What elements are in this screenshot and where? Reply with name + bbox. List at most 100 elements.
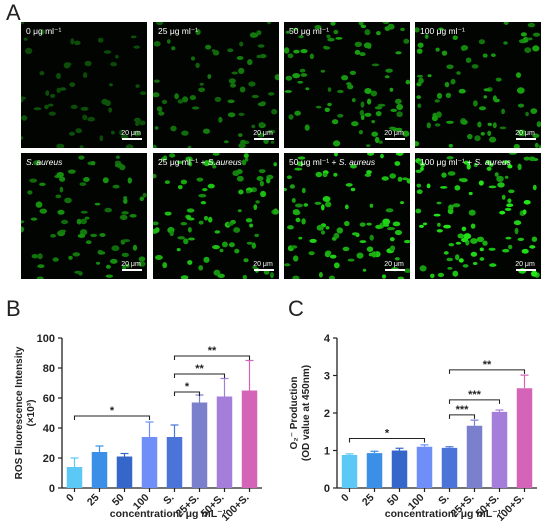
cell xyxy=(256,176,264,181)
cell xyxy=(334,153,338,157)
cell xyxy=(212,153,220,156)
cell xyxy=(253,204,258,210)
cell xyxy=(366,246,374,252)
cell xyxy=(187,260,193,265)
o2-sig-bracket xyxy=(348,437,426,443)
ros-bar-3 xyxy=(116,456,133,488)
cell xyxy=(236,56,244,60)
cell xyxy=(367,98,372,105)
cell xyxy=(284,47,290,54)
cell xyxy=(460,119,468,125)
cell xyxy=(267,129,276,134)
cell xyxy=(139,120,146,126)
scale-bar xyxy=(516,138,536,140)
o2-bar-3 xyxy=(391,450,408,488)
cell xyxy=(517,163,522,170)
cell xyxy=(227,112,236,118)
cell xyxy=(371,251,377,258)
cell xyxy=(374,136,380,144)
cell xyxy=(455,241,462,245)
micrograph-label-text: 0 μg ml⁻¹ xyxy=(26,26,62,36)
cell xyxy=(396,111,403,118)
cell xyxy=(436,229,443,233)
cell xyxy=(293,49,300,54)
cell xyxy=(501,194,506,200)
cell xyxy=(424,34,429,39)
cell xyxy=(504,175,509,179)
cell xyxy=(434,123,441,127)
cell xyxy=(125,144,134,148)
cell xyxy=(438,27,444,31)
ros-y-tick-label: 80 xyxy=(43,363,55,375)
cell xyxy=(243,153,249,159)
micrograph-label: 100 μg ml⁻¹ + S. aureus xyxy=(420,157,511,168)
cell xyxy=(153,221,159,226)
cell xyxy=(183,238,189,245)
scale-bar xyxy=(385,138,405,140)
cell xyxy=(520,32,527,37)
cell xyxy=(368,252,374,257)
cell xyxy=(101,98,109,105)
cell xyxy=(156,106,163,112)
cell xyxy=(395,127,403,132)
cell xyxy=(33,107,42,111)
cell xyxy=(491,53,496,57)
ros-y-label-unit: (×10³) xyxy=(26,400,37,427)
cell xyxy=(400,201,404,205)
cell xyxy=(108,107,113,113)
cell xyxy=(251,242,256,249)
cell xyxy=(23,37,28,41)
cell xyxy=(462,238,468,242)
cell xyxy=(90,161,96,166)
cell xyxy=(333,262,340,269)
cell xyxy=(478,180,484,186)
cell xyxy=(21,22,25,25)
cell xyxy=(440,186,448,189)
cell xyxy=(85,240,92,245)
cell xyxy=(478,106,487,111)
cell xyxy=(382,22,390,25)
cell xyxy=(82,114,88,121)
cell xyxy=(415,141,420,147)
cell xyxy=(202,188,208,192)
cell xyxy=(394,257,400,261)
cell xyxy=(358,130,363,135)
cell xyxy=(121,211,129,215)
cell xyxy=(257,132,265,138)
cell xyxy=(138,261,146,267)
cell xyxy=(112,184,120,189)
cell xyxy=(321,230,325,235)
cell xyxy=(516,72,521,78)
cell xyxy=(443,251,449,255)
cell xyxy=(44,104,49,110)
cell xyxy=(180,222,188,226)
o2-y-tick-label: 0 xyxy=(324,483,330,495)
cell xyxy=(288,114,294,120)
cell xyxy=(322,196,331,202)
cell xyxy=(385,68,393,73)
cell xyxy=(527,22,536,28)
cell xyxy=(416,183,422,188)
cell xyxy=(415,208,422,214)
cell xyxy=(508,189,515,194)
cell xyxy=(516,87,525,94)
cell xyxy=(111,130,115,135)
cell xyxy=(94,202,101,206)
cell xyxy=(422,222,428,226)
cell xyxy=(436,92,443,99)
micrograph-label-text: 25 μg ml⁻¹ + xyxy=(158,157,208,167)
cell xyxy=(397,176,403,182)
cell xyxy=(258,169,266,174)
cell xyxy=(304,124,310,131)
cell xyxy=(274,74,279,81)
cell xyxy=(45,90,50,96)
cell xyxy=(285,75,293,81)
cell xyxy=(247,59,253,66)
cell xyxy=(70,38,75,45)
cell xyxy=(315,105,322,109)
cell xyxy=(427,74,432,78)
micrograph-label-text: 100 μg ml⁻¹ xyxy=(420,26,465,36)
cell xyxy=(96,261,100,265)
cell xyxy=(129,214,137,218)
cell xyxy=(446,120,454,124)
